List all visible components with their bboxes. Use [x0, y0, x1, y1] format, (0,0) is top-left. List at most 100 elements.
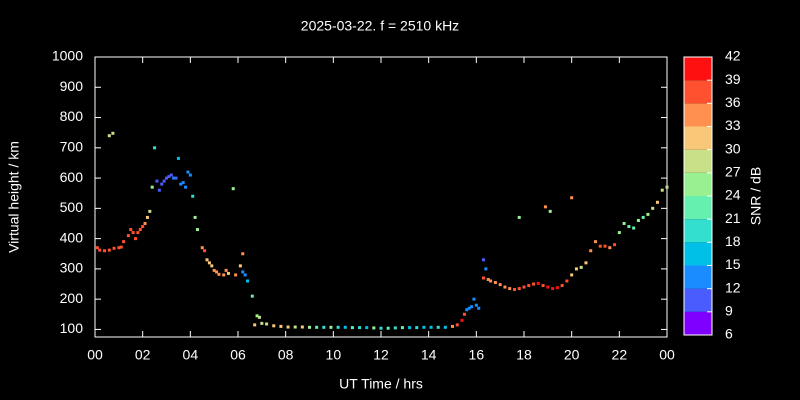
colorbar-band: [684, 149, 712, 173]
data-point: [286, 325, 290, 329]
data-point: [165, 176, 168, 180]
y-tick-label: 400: [60, 229, 84, 245]
data-point: [167, 175, 171, 179]
x-tick-label: 08: [278, 347, 294, 363]
colorbar-band: [684, 196, 712, 220]
data-point: [134, 237, 138, 241]
data-point: [584, 261, 588, 265]
data-point: [112, 246, 116, 250]
data-point: [350, 326, 354, 330]
data-point: [408, 326, 412, 330]
data-point: [122, 240, 126, 244]
data-point: [111, 131, 115, 135]
data-point: [565, 279, 569, 283]
x-tick-label: 00: [659, 347, 675, 363]
y-tick-label: 800: [60, 108, 84, 124]
colorbar-label: SNR / dB: [748, 167, 764, 225]
data-point: [477, 306, 481, 310]
data-point: [651, 206, 655, 210]
x-tick-label: 10: [326, 347, 342, 363]
data-point: [329, 325, 333, 329]
data-point: [546, 285, 550, 289]
data-point: [551, 287, 555, 291]
data-point: [336, 325, 340, 329]
data-point: [160, 182, 164, 186]
data-point: [241, 270, 245, 274]
data-point: [665, 185, 669, 189]
data-point: [129, 228, 133, 232]
data-point: [486, 277, 490, 281]
colorbar-band: [684, 126, 712, 150]
data-point: [632, 226, 636, 230]
colorbar-band: [684, 80, 712, 104]
data-point: [153, 146, 157, 150]
data-point: [636, 218, 640, 222]
data-point: [574, 267, 578, 271]
x-tick-label: 04: [183, 347, 199, 363]
data-point: [655, 200, 659, 204]
data-point: [188, 173, 192, 177]
data-point: [517, 287, 521, 291]
data-point: [608, 246, 612, 250]
data-point: [627, 225, 631, 229]
data-point: [265, 322, 269, 326]
data-point: [579, 265, 583, 269]
data-point: [365, 326, 369, 330]
y-tick-label: 300: [60, 260, 84, 276]
data-point: [429, 325, 433, 329]
data-point: [498, 283, 502, 287]
data-point: [260, 321, 264, 325]
data-point: [527, 284, 531, 288]
data-point: [532, 282, 536, 286]
data-point: [117, 246, 121, 250]
data-point: [400, 326, 404, 330]
data-point: [174, 176, 178, 180]
colorbar-tick-label: 24: [725, 187, 741, 203]
data-point: [536, 281, 540, 285]
data-point: [215, 270, 219, 274]
data-point: [467, 306, 471, 310]
data-point: [169, 173, 173, 177]
data-point: [103, 249, 107, 253]
data-point: [372, 326, 376, 330]
data-point: [212, 268, 216, 272]
data-point: [119, 245, 123, 249]
colorbar-band: [684, 311, 712, 335]
colorbar-tick-label: 39: [725, 71, 741, 87]
data-point: [508, 287, 512, 291]
data-point: [107, 248, 111, 252]
data-point: [179, 182, 183, 186]
y-tick-label: 500: [60, 199, 84, 215]
data-point: [293, 325, 297, 329]
data-point: [193, 215, 197, 219]
data-point: [203, 249, 207, 253]
data-point: [517, 215, 521, 219]
data-point: [543, 205, 547, 209]
data-point: [143, 221, 147, 225]
data-point: [465, 308, 469, 312]
data-point: [300, 325, 304, 329]
x-tick-label: 16: [469, 347, 485, 363]
colorbar-band: [684, 103, 712, 127]
data-point: [358, 326, 362, 330]
colorbar-band: [684, 242, 712, 266]
data-point: [172, 176, 176, 180]
data-point: [570, 196, 574, 200]
data-point: [150, 185, 154, 189]
data-point: [451, 324, 454, 328]
data-point: [379, 326, 383, 330]
data-point: [138, 228, 142, 232]
y-tick-label: 900: [60, 78, 84, 94]
data-point: [226, 271, 230, 275]
data-point: [589, 249, 593, 253]
colorbar-tick-label: 21: [725, 210, 741, 226]
data-point: [238, 264, 242, 268]
data-point: [148, 209, 152, 213]
colorbar-tick-label: 6: [725, 326, 733, 342]
data-point: [622, 221, 626, 225]
data-point: [489, 279, 493, 283]
colorbar-tick-label: 33: [725, 117, 741, 133]
data-point: [315, 325, 319, 329]
data-point: [231, 187, 235, 191]
colorbar-tick-label: 27: [725, 164, 741, 180]
